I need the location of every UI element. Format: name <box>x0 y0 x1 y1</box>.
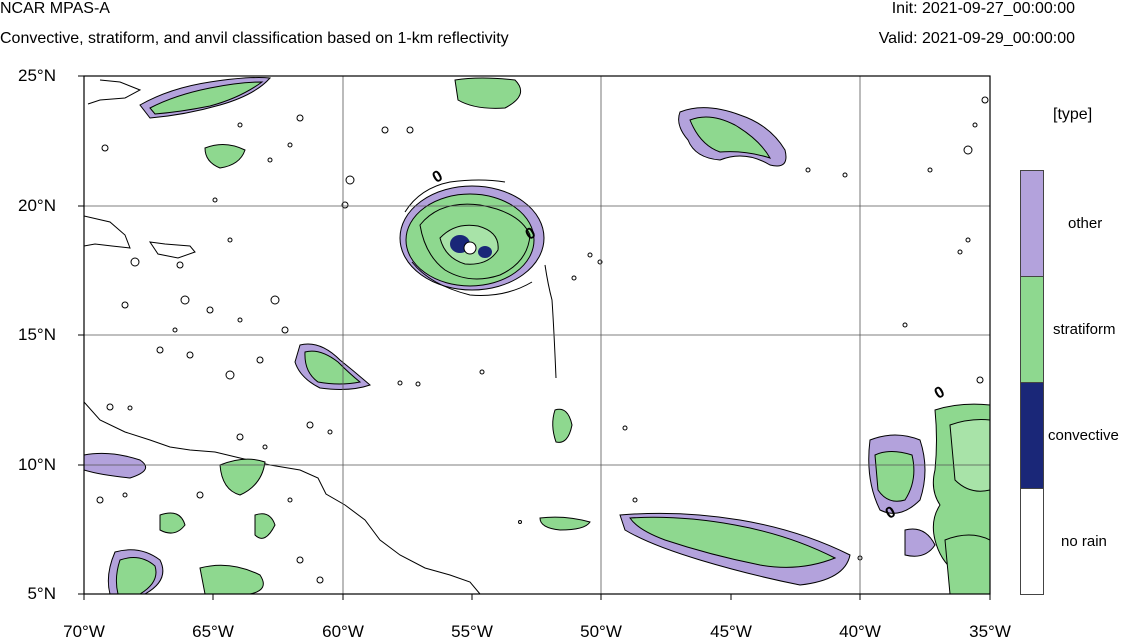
rain-cluster <box>539 408 851 586</box>
lon-label: 50°W <box>580 622 622 641</box>
map-field: 0 0 0 0 <box>84 76 990 594</box>
lon-label: 65°W <box>192 622 234 641</box>
rain-cluster <box>139 77 522 169</box>
island-coast <box>148 241 196 259</box>
valid-time: Valid: 2021-09-29_00:00:00 <box>878 30 1075 47</box>
lon-label: 70°W <box>63 622 105 641</box>
coastline <box>84 401 481 594</box>
rain-cluster <box>84 452 276 594</box>
axis-ticks <box>78 75 991 600</box>
legend-swatch-stratiform <box>1020 276 1044 383</box>
legend-label-other: other <box>1068 215 1103 232</box>
legend-swatch-no-rain <box>1020 488 1044 595</box>
scattered-echoes <box>96 96 989 584</box>
lat-label: 5°N <box>27 584 56 603</box>
lon-label: 45°W <box>710 622 752 641</box>
rain-cluster <box>678 107 787 167</box>
lon-label: 40°W <box>839 622 881 641</box>
hurricane-rainband <box>399 179 557 379</box>
map-subtitle: Convective, stratiform, and anvil classi… <box>0 30 509 47</box>
legend-swatch-convective <box>1020 382 1044 489</box>
lon-label: 35°W <box>969 622 1011 641</box>
graticule <box>84 76 990 594</box>
init-time: Init: 2021-09-27_00:00:00 <box>891 0 1075 17</box>
coastline <box>84 215 131 249</box>
legend-label-no-rain: no rain <box>1061 533 1107 550</box>
lon-label: 55°W <box>451 622 493 641</box>
legend-label-convective: convective <box>1048 427 1119 444</box>
island-coast <box>87 79 142 105</box>
convective-cluster-east <box>868 403 990 594</box>
legend-swatch-other <box>1020 170 1044 277</box>
lon-label: 60°W <box>322 622 364 641</box>
lat-label: 20°N <box>18 196 56 215</box>
lat-label: 15°N <box>18 325 56 344</box>
legend-label-stratiform: stratiform <box>1053 321 1116 338</box>
lat-label: 25°N <box>18 66 56 85</box>
rain-cluster <box>294 343 371 390</box>
map-title: NCAR MPAS-A <box>0 0 110 17</box>
lat-label: 10°N <box>18 455 56 474</box>
legend-title: [type] <box>1053 106 1093 123</box>
